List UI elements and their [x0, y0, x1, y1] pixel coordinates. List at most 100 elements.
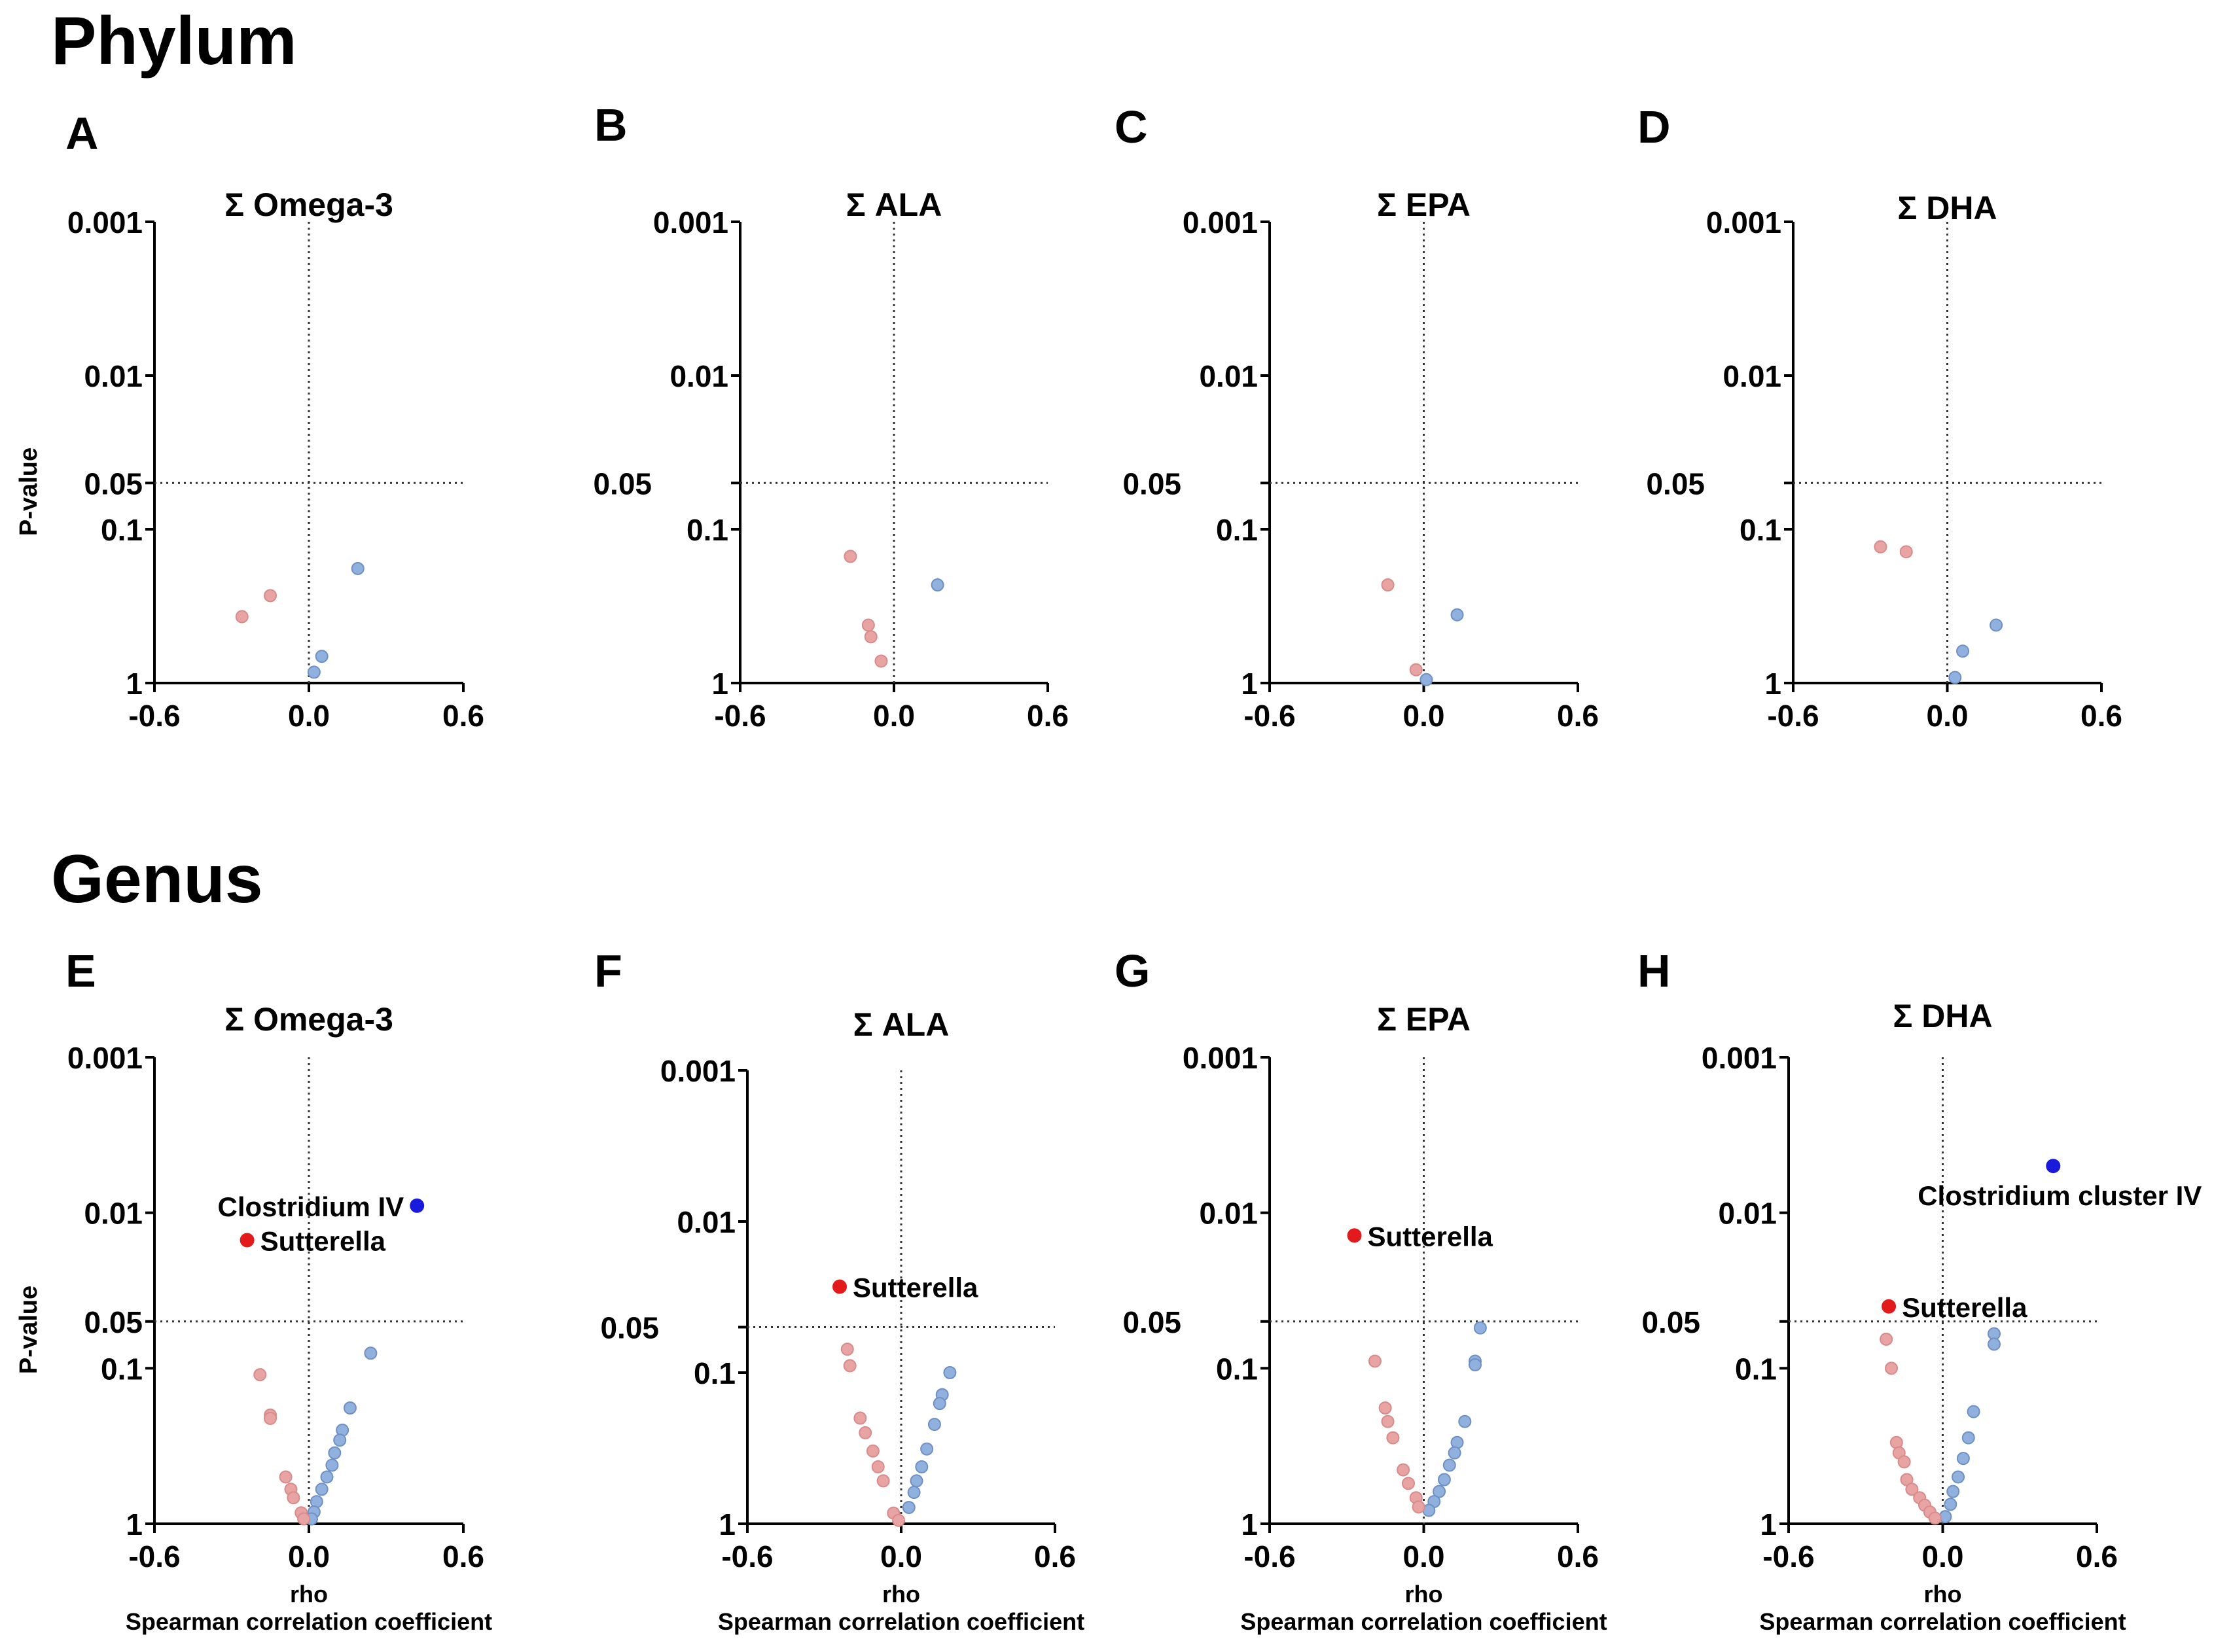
point-annotation: Sutterella [260, 1226, 386, 1257]
data-point-negative [1899, 545, 1913, 559]
panel-title: Σ EPA [1377, 186, 1471, 223]
data-point-negative [1401, 1477, 1415, 1490]
data-point-negative [876, 1474, 890, 1488]
data-point-negative [853, 1411, 867, 1425]
panel-h: H Σ DHA 0.001 0.01 0.05 0.1 1-0.6 0.0 0.6 rhoSpea… [1637, 945, 2202, 1635]
x-axis-label: Spearman correlation coefficient [718, 1608, 1084, 1635]
x-tick-label: 0.6 [442, 1539, 484, 1573]
y-tick-label: 0.001 [1183, 1041, 1258, 1075]
y-tick-label: 1 [1764, 667, 1781, 701]
panel-title: Σ Omega-3 [224, 186, 393, 223]
x-tick-label: -0.6 [1762, 1539, 1814, 1573]
panel-title: Σ DHA [1893, 998, 1992, 1034]
x-axis-label-rho: rho [1924, 1581, 1962, 1608]
y-tick-label: 0.01 [84, 359, 143, 393]
panel-d: D Σ DHA 0.001 0.01 0.05 0.1 1-0.6 0.0 0.6 [1637, 101, 2122, 733]
panel-b: B Σ ALA 0.001 0.01 0.05 0.1 1-0.6 0.0 0.6 [593, 99, 1069, 733]
x-tick-label: 0.6 [1557, 1539, 1599, 1573]
data-point-positive [333, 1433, 347, 1447]
x-tick-label: 0.0 [1403, 699, 1445, 733]
panel-label: D [1637, 101, 1671, 152]
x-tick-label: -0.6 [128, 699, 180, 733]
y-tick-label: 0.1 [694, 1356, 736, 1390]
panel-title: Σ ALA [846, 186, 942, 223]
x-tick-label: 0.6 [2076, 1539, 2118, 1573]
data-point-negative [861, 618, 875, 632]
data-point-negative [840, 1343, 854, 1356]
data-point-positive [364, 1346, 378, 1360]
data-point-positive [1956, 644, 1970, 658]
data-point-positive [907, 1486, 921, 1500]
data-point-negative [892, 1513, 906, 1527]
x-tick-label: -0.6 [1767, 699, 1819, 733]
y-tick-label: 0.05 [1122, 1305, 1181, 1339]
y-axis-label: P-value [15, 448, 43, 536]
data-point-negative [1880, 1332, 1893, 1346]
panel-label: G [1115, 945, 1150, 996]
data-point-negative [843, 1359, 857, 1373]
y-tick-label: 1 [1760, 1507, 1777, 1541]
data-point-negative [279, 1470, 293, 1484]
x-tick-label: 0.0 [873, 699, 915, 733]
y-tick-label: 1 [126, 1507, 143, 1541]
data-point-positive [1990, 618, 2003, 632]
data-point-positive [920, 1442, 934, 1456]
data-point-negative [1381, 1415, 1395, 1428]
data-point-positive [343, 1401, 357, 1415]
y-tick-label: 0.01 [677, 1205, 736, 1239]
data-point-negative [287, 1491, 300, 1505]
x-axis-label: Spearman correlation coefficient [1240, 1608, 1607, 1635]
data-point-positive [1988, 1337, 2001, 1351]
y-tick-label: 0.01 [1723, 359, 1781, 393]
data-point-positive [1458, 1415, 1472, 1428]
data-point-positive [1450, 608, 1464, 622]
data-point-positive [943, 1366, 957, 1379]
data-point-positive [915, 1460, 929, 1473]
significant-point [410, 1198, 425, 1213]
significant-point [832, 1279, 847, 1294]
y-tick-label: 0.001 [653, 205, 728, 239]
y-tick-label: 0.01 [1718, 1197, 1777, 1231]
panel-label: F [594, 945, 622, 996]
y-tick-label: 0.1 [1216, 513, 1258, 547]
x-tick-label: -0.6 [128, 1539, 180, 1573]
data-point-positive [927, 1418, 941, 1432]
panel-label: B [594, 99, 628, 150]
data-point-positive [315, 1483, 329, 1496]
data-point-positive [1961, 1431, 1975, 1445]
panel-label: H [1637, 945, 1671, 996]
data-point-negative [1412, 1500, 1425, 1514]
x-axis-label-rho: rho [290, 1581, 328, 1608]
y-tick-label: 0.05 [1122, 466, 1181, 501]
y-tick-label: 0.1 [1735, 1352, 1777, 1386]
y-tick-label: 0.05 [593, 466, 652, 501]
panel-c: C Σ EPA 0.001 0.01 0.05 0.1 1-0.6 0.0 0.6 [1115, 101, 1599, 733]
data-point-negative [1368, 1354, 1382, 1368]
data-point-positive [1419, 673, 1433, 686]
x-axis-label: Spearman correlation coefficient [126, 1608, 492, 1635]
section-title-phylum: Phylum [51, 3, 297, 79]
data-point-negative [1397, 1463, 1410, 1477]
data-point-positive [1437, 1473, 1451, 1486]
data-point-positive [1948, 671, 1962, 684]
data-point-negative [871, 1460, 885, 1473]
significant-point [2046, 1159, 2061, 1174]
data-point-positive [328, 1446, 342, 1460]
x-tick-label: 0.6 [1557, 699, 1599, 733]
data-point-negative [1386, 1431, 1400, 1445]
data-point-negative [1381, 578, 1395, 592]
data-point-positive [1944, 1498, 1957, 1511]
x-tick-label: 0.0 [288, 699, 330, 733]
data-point-positive [1967, 1405, 1980, 1418]
data-point-negative [235, 610, 249, 624]
y-tick-label: 0.01 [1199, 359, 1258, 393]
y-tick-label: 1 [1241, 1507, 1258, 1541]
x-tick-label: -0.6 [1243, 1539, 1295, 1573]
y-tick-label: 0.001 [67, 205, 143, 239]
data-point-negative [1409, 663, 1423, 677]
y-tick-label: 0.001 [1706, 205, 1781, 239]
panel-title: Σ Omega-3 [224, 1001, 393, 1038]
y-tick-label: 1 [1241, 667, 1258, 701]
y-tick-label: 0.05 [600, 1310, 659, 1344]
